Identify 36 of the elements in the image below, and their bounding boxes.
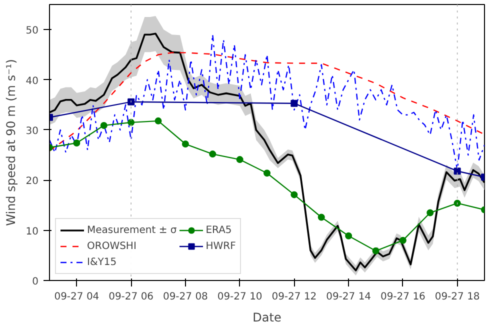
point bbox=[236, 156, 244, 164]
legend-label: Measurement ± σ bbox=[87, 224, 177, 237]
point bbox=[182, 140, 189, 148]
point bbox=[100, 122, 108, 129]
x-tick-label: 09-27 10 bbox=[217, 292, 262, 302]
x-tick-label: 09-27 04 bbox=[54, 292, 100, 302]
y-axis-title: Wind speed at 90 m (m s⁻¹) bbox=[4, 59, 18, 226]
point bbox=[372, 247, 380, 254]
legend-label: ERA5 bbox=[206, 224, 232, 237]
point bbox=[454, 200, 461, 207]
legend-label: I&Y15 bbox=[87, 256, 117, 269]
y-tick-label: 0 bbox=[32, 276, 39, 288]
x-tick-label: 09-27 06 bbox=[108, 292, 154, 302]
x-axis-title: Date bbox=[252, 310, 282, 324]
x-tick-label: 09-27 08 bbox=[162, 292, 208, 302]
point bbox=[209, 150, 216, 158]
y-tick-label: 40 bbox=[26, 76, 39, 87]
legend-label: OROWSHI bbox=[87, 240, 136, 253]
y-tick-label: 50 bbox=[26, 26, 39, 37]
legend-label: HWRF bbox=[206, 240, 236, 253]
point bbox=[345, 232, 352, 240]
y-tick-label: 10 bbox=[26, 226, 39, 238]
y-tick-label: 20 bbox=[26, 176, 39, 188]
point bbox=[426, 209, 434, 216]
point bbox=[399, 236, 406, 244]
x-tick-label: 09-27 14 bbox=[326, 292, 372, 302]
point bbox=[318, 214, 325, 221]
x-tick-label: 09-27 16 bbox=[380, 292, 426, 302]
y-tick-label: 30 bbox=[26, 126, 39, 137]
x-tick-label: 09-27 12 bbox=[272, 292, 317, 302]
point bbox=[264, 170, 270, 177]
x-tick-label: 09-27 18 bbox=[434, 292, 480, 302]
point bbox=[154, 117, 162, 124]
point bbox=[128, 118, 135, 126]
point bbox=[73, 140, 80, 146]
point bbox=[290, 191, 298, 198]
